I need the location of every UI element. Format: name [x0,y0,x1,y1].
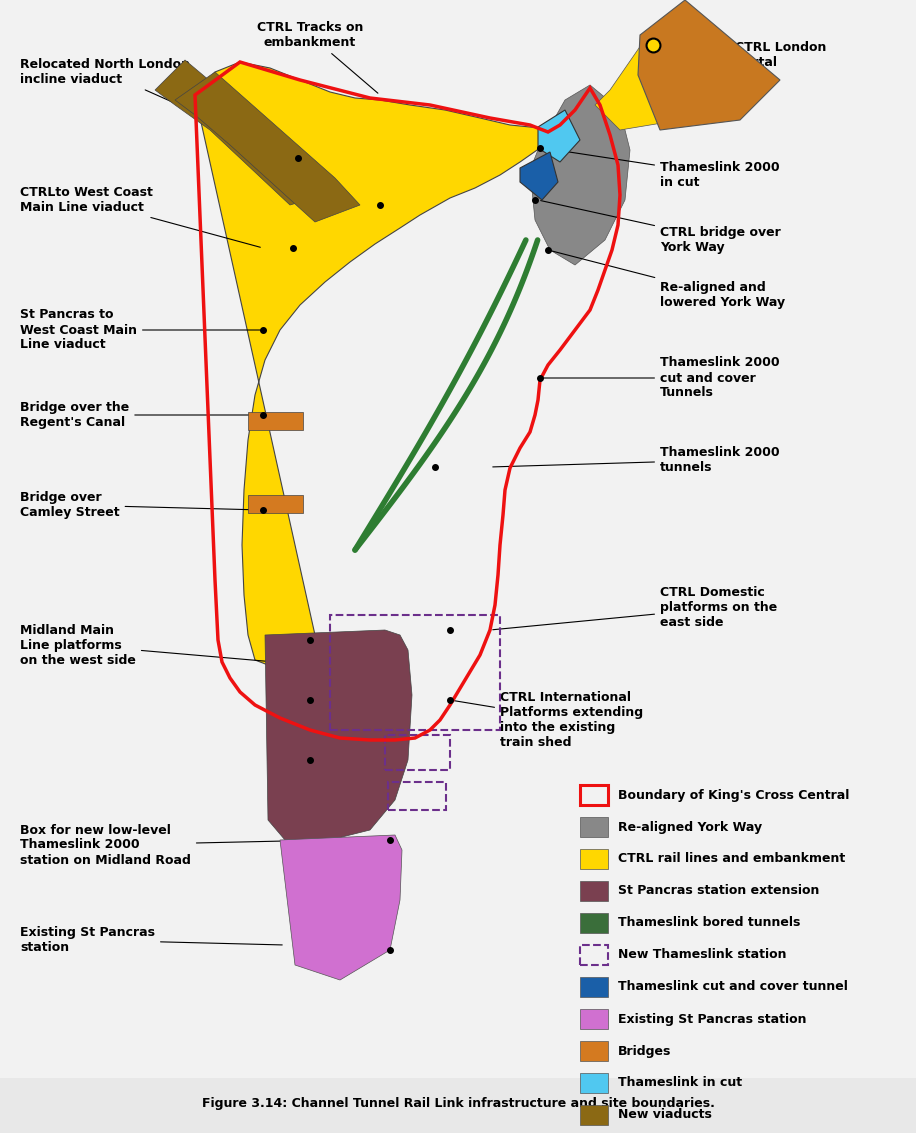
Polygon shape [175,73,360,222]
Polygon shape [280,835,402,980]
Text: Thameslink bored tunnels: Thameslink bored tunnels [618,917,801,929]
Text: CTRL International
Platforms extending
into the existing
train shed: CTRL International Platforms extending i… [453,691,643,749]
Text: Thameslink in cut: Thameslink in cut [618,1076,742,1090]
Text: CTRL Domestic
platforms on the
east side: CTRL Domestic platforms on the east side [493,587,778,630]
Polygon shape [638,0,780,130]
FancyBboxPatch shape [580,1010,608,1029]
Text: CTRL rail lines and embankment: CTRL rail lines and embankment [618,852,845,866]
FancyBboxPatch shape [580,1073,608,1093]
Text: Bridge over the
Regent's Canal: Bridge over the Regent's Canal [20,401,260,429]
Text: New Thameslink station: New Thameslink station [618,948,787,962]
Text: Relocated North London
incline viaduct: Relocated North London incline viaduct [20,58,296,156]
Polygon shape [265,630,412,840]
FancyBboxPatch shape [580,817,608,837]
Polygon shape [520,152,558,201]
Text: CTRL London
portal: CTRL London portal [658,41,826,69]
Text: Midland Main
Line platforms
on the west side: Midland Main Line platforms on the west … [20,623,307,666]
Text: Thameslink 2000
in cut: Thameslink 2000 in cut [546,148,780,189]
Text: Re-aligned and
lowered York Way: Re-aligned and lowered York Way [551,250,785,309]
Text: Bridge over
Camley Street: Bridge over Camley Street [20,491,260,519]
FancyBboxPatch shape [0,0,916,1077]
Text: CTRL Tracks on
embankment: CTRL Tracks on embankment [256,22,378,93]
Text: Figure 3.14: Channel Tunnel Rail Link infrastructure and site boundaries.: Figure 3.14: Channel Tunnel Rail Link in… [202,1097,714,1109]
FancyBboxPatch shape [580,849,608,869]
FancyBboxPatch shape [248,495,303,513]
Text: St Pancras station extension: St Pancras station extension [618,885,820,897]
FancyBboxPatch shape [580,1041,608,1060]
Polygon shape [155,60,340,205]
FancyBboxPatch shape [580,881,608,901]
Text: Thameslink 2000
tunnels: Thameslink 2000 tunnels [493,446,780,474]
Text: CTRLto West Coast
Main Line viaduct: CTRLto West Coast Main Line viaduct [20,186,260,247]
Text: Boundary of King's Cross Central: Boundary of King's Cross Central [618,789,849,801]
Text: St Pancras to
West Coast Main
Line viaduct: St Pancras to West Coast Main Line viadu… [20,308,260,351]
Text: New viaducts: New viaducts [618,1108,712,1122]
Text: Existing St Pancras
station: Existing St Pancras station [20,926,282,954]
Text: Re-aligned York Way: Re-aligned York Way [618,820,762,834]
Polygon shape [538,110,580,162]
FancyBboxPatch shape [580,1105,608,1125]
Text: Box for new low-level
Thameslink 2000
station on Midland Road: Box for new low-level Thameslink 2000 st… [20,824,327,867]
Text: CTRL bridge over
York Way: CTRL bridge over York Way [540,201,780,254]
Text: Existing St Pancras station: Existing St Pancras station [618,1013,806,1025]
FancyBboxPatch shape [580,977,608,997]
Polygon shape [530,85,630,265]
Polygon shape [595,35,720,130]
FancyBboxPatch shape [248,412,303,431]
FancyBboxPatch shape [580,913,608,932]
Text: Bridges: Bridges [618,1045,671,1057]
Text: Thameslink cut and cover tunnel: Thameslink cut and cover tunnel [618,980,848,994]
Polygon shape [195,62,548,665]
Text: Thameslink 2000
cut and cover
Tunnels: Thameslink 2000 cut and cover Tunnels [543,357,780,400]
